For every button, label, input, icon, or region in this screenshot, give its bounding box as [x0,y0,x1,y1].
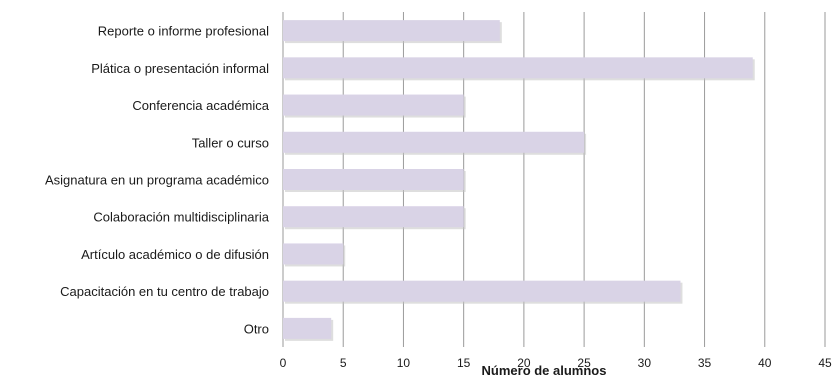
bar [283,317,332,339]
bar [283,280,681,302]
x-tick-label: 20 [517,356,531,370]
category-label: Artículo académico o de difusión [81,247,269,262]
bar [283,94,464,116]
bar [283,243,344,265]
x-axis-title: Número de alumnos [482,363,607,377]
x-tick-labels: 0 5 10 15 20 25 30 35 40 45 [280,356,832,370]
category-label: Colaboración multidisciplinaria [93,210,269,225]
x-tick-label: 0 [280,356,287,370]
bar [283,206,464,228]
bar [283,169,464,190]
category-label: Capacitación en tu centro de trabajo [60,284,269,299]
x-tick-label: 10 [397,356,411,370]
category-label: Reporte o informe profesional [98,24,269,39]
category-labels: Reporte o informe profesional Plática o p… [45,24,270,337]
x-tick-label: 25 [577,356,591,370]
category-label: Asignatura en un programa académico [45,173,269,188]
x-tick-label: 30 [638,356,652,370]
bars [283,20,755,341]
x-tick-label: 5 [340,356,347,370]
category-label: Conferencia académica [132,98,269,113]
bar [283,20,500,42]
x-tick-label: 40 [758,356,772,370]
category-label: Taller o curso [192,135,269,150]
x-tick-label: 45 [818,356,832,370]
bar [283,131,585,153]
x-tick-label: 15 [457,356,471,370]
category-label: Otro [244,321,269,336]
bar [283,57,753,79]
x-tick-label: 35 [698,356,712,370]
category-label: Plática o presentación informal [91,61,269,76]
